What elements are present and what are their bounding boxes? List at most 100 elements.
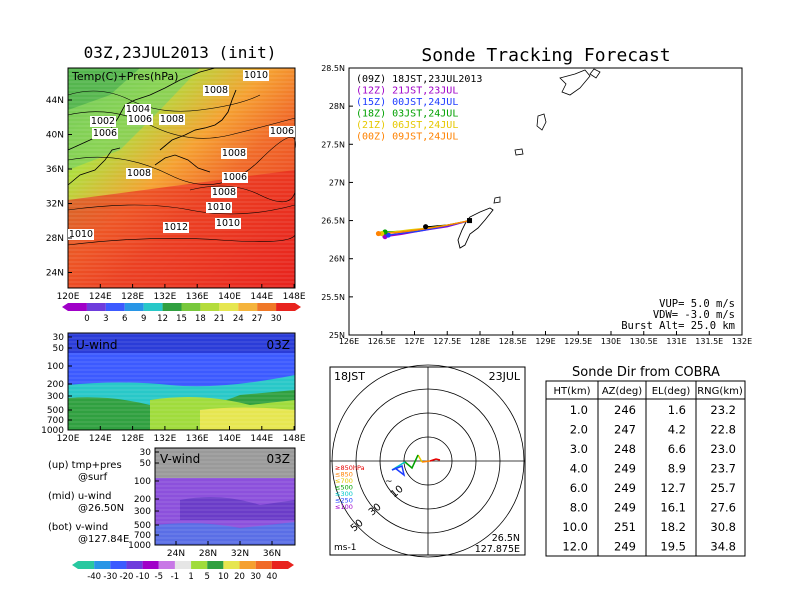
hatch-overlay	[155, 448, 295, 545]
colorbar-tick-label: 27	[252, 314, 263, 324]
isobar-line	[67, 111, 296, 139]
x-tick-label: 126.5E	[368, 337, 396, 346]
colorbar-tick-label: 12	[157, 314, 168, 324]
island-amami	[559, 69, 591, 96]
hodo-segment-300	[404, 454, 419, 470]
isobar-label: 1010	[207, 202, 231, 213]
x-tick-label: 130E	[601, 337, 621, 346]
track-legend-entry: (00Z) 09JST,24JUL	[356, 132, 458, 143]
table-cell: 16.1	[660, 501, 686, 515]
track-lines	[375, 218, 473, 240]
colorbar-tick-label: -1	[171, 572, 179, 582]
track-end-marker	[423, 224, 429, 230]
isobar-label: 1006	[128, 114, 152, 125]
x-tick-label: 128.5E	[499, 337, 527, 346]
colorbar-swatch	[174, 561, 192, 569]
x-tick-label: 129.5E	[564, 337, 592, 346]
table-header: AZ(deg)	[602, 386, 642, 397]
colorbar-swatch	[223, 561, 240, 569]
colorbar-tick-label: 0	[84, 314, 89, 324]
vdw-info: VDW= -3.0 m/s	[653, 309, 735, 321]
colorbar-tick-label: 18	[195, 314, 206, 324]
polar-legend-entry: ≤500	[335, 484, 353, 492]
lat-tick-label: 36N	[263, 549, 281, 559]
table-cell: 8.0	[570, 501, 588, 515]
isobar-line	[67, 136, 296, 185]
lon-tick-label: 136E	[186, 434, 209, 444]
hodo-level-label: ~	[385, 477, 393, 487]
lat-tick-label: 28N	[46, 234, 64, 244]
colorbar-tick-label: 40	[266, 572, 277, 582]
colorbar-arrow-left	[72, 561, 78, 569]
lon-tick-label: 128E	[121, 292, 144, 302]
isobar-label-box	[90, 116, 116, 127]
coastline-kyushu	[154, 154, 211, 173]
pressure-tick-label: 700	[134, 531, 151, 541]
colorbar-swatch	[78, 561, 95, 569]
x-tick-label: 127E	[404, 337, 424, 346]
island-tokunoshima	[536, 113, 547, 131]
isobar-label: 1010	[216, 218, 240, 229]
isobar-label: 1008	[212, 187, 236, 198]
isobar-label-box	[68, 229, 94, 240]
polar-time: 18JST	[334, 370, 365, 383]
colorbar-tick-label: 30	[250, 572, 261, 582]
isobar-label-box	[127, 114, 153, 125]
colorbar-swatch	[110, 561, 127, 569]
table-cell: 249	[614, 501, 636, 515]
isobar-label-box	[221, 148, 247, 159]
lon-tick-label: 140E	[218, 292, 241, 302]
note-mid-level: @26.50N	[78, 503, 124, 514]
pressure-tick-label: 30	[53, 333, 65, 343]
pressure-tick-label: 50	[53, 344, 65, 354]
isobar-label: 1008	[160, 114, 184, 125]
pressure-tick-label: 700	[47, 416, 64, 426]
isobar-line	[67, 234, 296, 246]
isobar-label: 1010	[244, 70, 268, 81]
table-cell: 4.2	[668, 423, 686, 437]
lat-tick-label: 44N	[46, 96, 64, 106]
u-lon-ticks: 120E 124E 128E 132E 136E 140E 144E 148E	[57, 426, 306, 444]
colorbar-tick-label: 15	[176, 314, 187, 324]
colorbar-swatch	[162, 303, 182, 311]
polar-lon: 127.875E	[475, 544, 520, 555]
table-cell: 27.6	[710, 501, 736, 515]
launch-site-marker	[467, 218, 473, 224]
map-frame	[67, 67, 296, 289]
lon-tick-label: 148E	[283, 292, 306, 302]
colorbar-swatch	[276, 303, 295, 311]
polar-legend-entry: ≤300	[335, 490, 353, 498]
isobar-label: 1008	[222, 148, 246, 159]
lon-tick-label: 136E	[186, 292, 209, 302]
colorbar-tick-label: -30	[103, 572, 117, 582]
pressure-tick-label: 500	[47, 406, 64, 416]
v-lat-ticks: 24N 28N 32N 36N	[167, 541, 281, 559]
hodo-segment-500	[417, 454, 423, 463]
island-yoron	[493, 196, 501, 204]
isobar-label-box	[92, 128, 118, 139]
table-cell: 246	[614, 403, 636, 417]
vup-info: VUP= 5.0 m/s	[659, 298, 735, 310]
isobar-label: 1008	[127, 168, 151, 179]
y-tick-label: 27N	[329, 178, 345, 187]
track-axis-ticks: 126E 126.5E 127E 127.5E 128E 128.5E 129E 129.5E…	[321, 64, 752, 346]
isobar-label: 1002	[91, 116, 115, 127]
temp-colorbar: 0 3 6 9 12 15 18 21 24 27 30	[62, 303, 301, 324]
colorbar-swatch	[255, 561, 272, 569]
colorbar-arrow-right	[295, 303, 301, 311]
table-cell: 8.9	[668, 462, 686, 476]
coastline-china	[67, 147, 121, 186]
u-wind-label: U-wind	[76, 338, 117, 352]
y-tick-label: 25N	[329, 331, 345, 340]
colorbar-swatch	[142, 561, 159, 569]
isobar-label-box	[222, 172, 248, 183]
pressure-tick-label: 30	[140, 448, 152, 458]
lat-tick-label: 32N	[46, 200, 64, 210]
table-cell: 23.7	[710, 462, 736, 476]
lon-tick-label: 124E	[89, 292, 112, 302]
isobar-label-box	[203, 85, 229, 96]
x-tick-label: 131.5E	[695, 337, 723, 346]
isobar-label-box	[215, 218, 241, 229]
note-mid: (mid) u-wind	[48, 491, 111, 502]
